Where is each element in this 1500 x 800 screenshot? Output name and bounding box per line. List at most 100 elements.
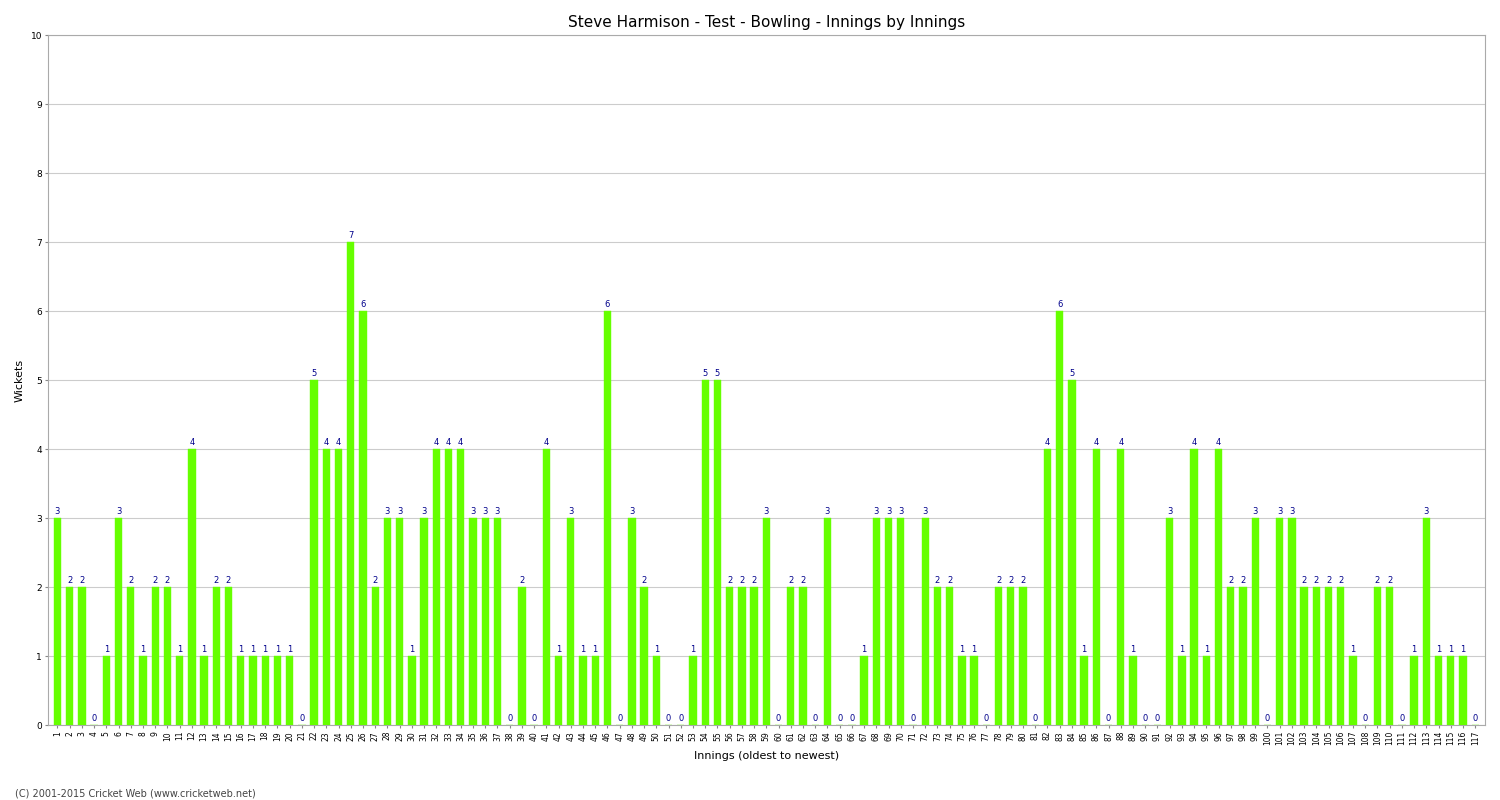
Text: 1: 1 <box>1203 645 1209 654</box>
Bar <box>1007 587 1014 726</box>
Text: 4: 4 <box>324 438 328 446</box>
Text: 3: 3 <box>384 506 390 516</box>
Bar <box>1422 518 1430 726</box>
Text: 0: 0 <box>1155 714 1160 722</box>
Bar <box>286 656 294 726</box>
Bar <box>1044 450 1052 726</box>
Text: 5: 5 <box>1070 369 1074 378</box>
Text: 0: 0 <box>910 714 915 722</box>
Bar <box>994 587 1002 726</box>
Text: 0: 0 <box>1362 714 1368 722</box>
Bar <box>334 450 342 726</box>
Bar <box>1068 380 1076 726</box>
Text: 3: 3 <box>628 506 634 516</box>
Bar <box>102 656 110 726</box>
Text: 1: 1 <box>238 645 243 654</box>
Text: 4: 4 <box>1118 438 1124 446</box>
Bar <box>1436 656 1442 726</box>
Bar <box>1092 450 1100 726</box>
Bar <box>482 518 489 726</box>
Text: 1: 1 <box>1179 645 1185 654</box>
Text: 2: 2 <box>1388 576 1392 585</box>
Bar <box>1350 656 1356 726</box>
Bar <box>213 587 220 726</box>
Bar <box>824 518 831 726</box>
Text: 0: 0 <box>837 714 843 722</box>
Text: 5: 5 <box>716 369 720 378</box>
Text: 0: 0 <box>984 714 988 722</box>
Text: 2: 2 <box>1302 576 1306 585</box>
Bar <box>360 311 366 726</box>
Text: 3: 3 <box>495 506 500 516</box>
Text: 0: 0 <box>507 714 513 722</box>
Bar <box>861 656 868 726</box>
Bar <box>702 380 709 726</box>
Bar <box>714 380 722 726</box>
Text: 1: 1 <box>1350 645 1356 654</box>
Text: 3: 3 <box>54 506 60 516</box>
Text: 4: 4 <box>543 438 549 446</box>
Text: 1: 1 <box>654 645 658 654</box>
Text: 2: 2 <box>1240 576 1245 585</box>
Bar <box>237 656 244 726</box>
Bar <box>1203 656 1210 726</box>
Text: 2: 2 <box>1008 576 1014 585</box>
Text: 0: 0 <box>813 714 818 722</box>
Bar <box>1056 311 1064 726</box>
Text: 2: 2 <box>1338 576 1344 585</box>
Text: 0: 0 <box>1143 714 1148 722</box>
Text: 0: 0 <box>1106 714 1112 722</box>
Text: 1: 1 <box>262 645 268 654</box>
Text: 1: 1 <box>1131 645 1136 654</box>
Text: 1: 1 <box>958 645 964 654</box>
Text: 0: 0 <box>298 714 304 722</box>
Bar <box>958 656 966 726</box>
Text: 2: 2 <box>934 576 940 585</box>
Bar <box>543 450 550 726</box>
Text: 1: 1 <box>1082 645 1086 654</box>
Text: 2: 2 <box>1020 576 1026 585</box>
Text: 6: 6 <box>360 299 366 309</box>
Bar <box>1239 587 1246 726</box>
Text: 0: 0 <box>1032 714 1038 722</box>
Text: 1: 1 <box>286 645 292 654</box>
Bar <box>885 518 892 726</box>
Bar <box>946 587 954 726</box>
Bar <box>897 518 904 726</box>
Text: 5: 5 <box>702 369 708 378</box>
Text: 2: 2 <box>996 576 1000 585</box>
Text: 1: 1 <box>104 645 110 654</box>
Text: 3: 3 <box>1167 506 1173 516</box>
Text: 1: 1 <box>972 645 976 654</box>
Bar <box>762 518 770 726</box>
Text: 3: 3 <box>568 506 573 516</box>
Bar <box>640 587 648 726</box>
Bar <box>738 587 746 726</box>
Text: 4: 4 <box>189 438 195 446</box>
Text: 3: 3 <box>1424 506 1430 516</box>
Bar <box>567 518 574 726</box>
Bar <box>628 518 636 726</box>
Bar <box>1288 518 1296 726</box>
Text: 2: 2 <box>801 576 806 585</box>
Text: 3: 3 <box>886 506 891 516</box>
Bar <box>603 311 610 726</box>
Bar <box>249 656 256 726</box>
Bar <box>261 656 268 726</box>
Text: 1: 1 <box>556 645 561 654</box>
Bar <box>225 587 232 726</box>
Text: 2: 2 <box>68 576 72 585</box>
Bar <box>322 450 330 726</box>
Bar <box>446 450 452 726</box>
Text: 2: 2 <box>1376 576 1380 585</box>
Text: 1: 1 <box>1461 645 1466 654</box>
Bar <box>78 587 86 726</box>
Bar <box>788 587 795 726</box>
Bar <box>494 518 501 726</box>
Text: 0: 0 <box>92 714 96 722</box>
Bar <box>800 587 807 726</box>
Bar <box>140 656 147 726</box>
Bar <box>1251 518 1258 726</box>
Text: 2: 2 <box>752 576 756 585</box>
Text: 1: 1 <box>580 645 585 654</box>
